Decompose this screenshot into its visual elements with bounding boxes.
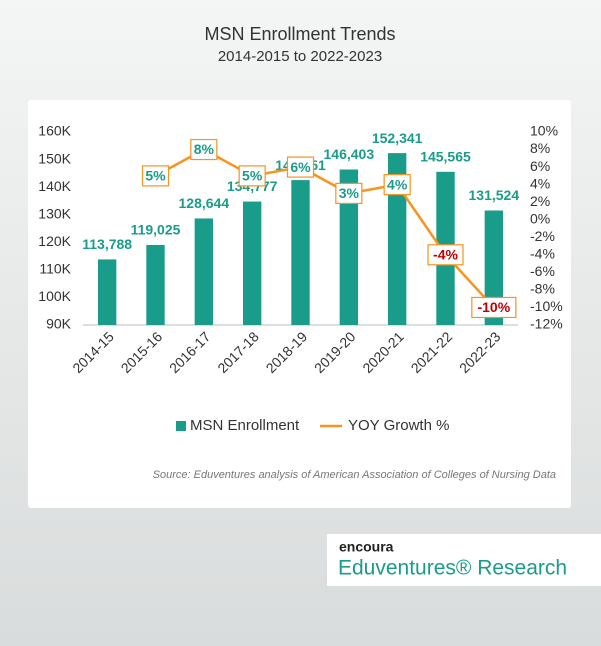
line-value-label: 5% [145,168,166,184]
line-value-label: 8% [194,141,215,157]
logo-box [327,534,601,586]
line-label-box [335,182,363,205]
bar-value-label: 131,524 [469,187,520,203]
bar-value-label: 113,788 [82,236,132,252]
y2-tick-label: -6% [530,263,555,279]
y-tick-label: 150K [38,150,71,166]
legend-swatch [176,421,186,431]
line-value-label: -10% [477,299,510,315]
y-tick-label: 130K [38,205,71,221]
y2-tick-label: -4% [530,246,555,262]
y2-tick-label: 4% [530,175,550,191]
line-label-box [427,244,464,266]
y2-tick-label: 8% [530,140,550,156]
chart-subtitle: 2014-2015 to 2022-2023 [218,48,382,65]
bar-value-label: 152,341 [372,130,423,146]
y2-tick-label: -8% [530,281,555,297]
bar-value-label: 146,403 [324,146,375,162]
y2-tick-label: -12% [530,316,563,332]
bar [484,210,504,325]
logo-name: Eduventures® Research [338,557,567,580]
line-label-box [238,165,266,187]
y-tick-label: 110K [39,261,71,277]
y2-tick-label: 10% [530,123,558,139]
y-tick-label: 160K [38,123,71,139]
line-value-label: 4% [387,176,408,192]
bar-value-label: 145,565 [420,149,471,165]
bar-value-label: 119,025 [131,222,181,238]
bar [194,218,214,325]
y-tick-label: 140K [38,178,71,194]
line-label-box [141,165,170,187]
line-value-label: -4% [433,247,458,263]
y2-tick-label: -10% [530,298,563,314]
y-tick-label: 90K [46,316,72,332]
bar [97,259,117,325]
legend-label: YOY Growth % [348,417,449,434]
line-value-label: 6% [290,159,311,175]
bar [146,244,165,325]
source-note: Source: Eduventures analysis of American… [153,469,556,481]
line-value-label: 5% [242,168,263,184]
y2-tick-label: -2% [530,228,555,244]
bar-value-label: 128,644 [179,195,230,211]
y-tick-label: 100K [38,288,71,304]
bar [339,169,359,325]
bar [387,153,407,325]
y2-tick-label: 6% [530,158,550,174]
y2-tick-label: 0% [530,210,550,226]
y2-tick-label: 2% [530,193,550,209]
legend-label: MSN Enrollment [190,417,300,434]
line-label-box [190,138,218,161]
line-value-label: 3% [339,185,360,201]
logo-brand: encoura [339,539,394,555]
bar [242,201,262,325]
chart-title: MSN Enrollment Trends [204,24,395,44]
line-label-box [471,296,517,319]
y-tick-label: 120K [38,233,71,249]
line-label-box [383,174,411,196]
bar [291,180,310,325]
line-label-box [286,156,315,178]
